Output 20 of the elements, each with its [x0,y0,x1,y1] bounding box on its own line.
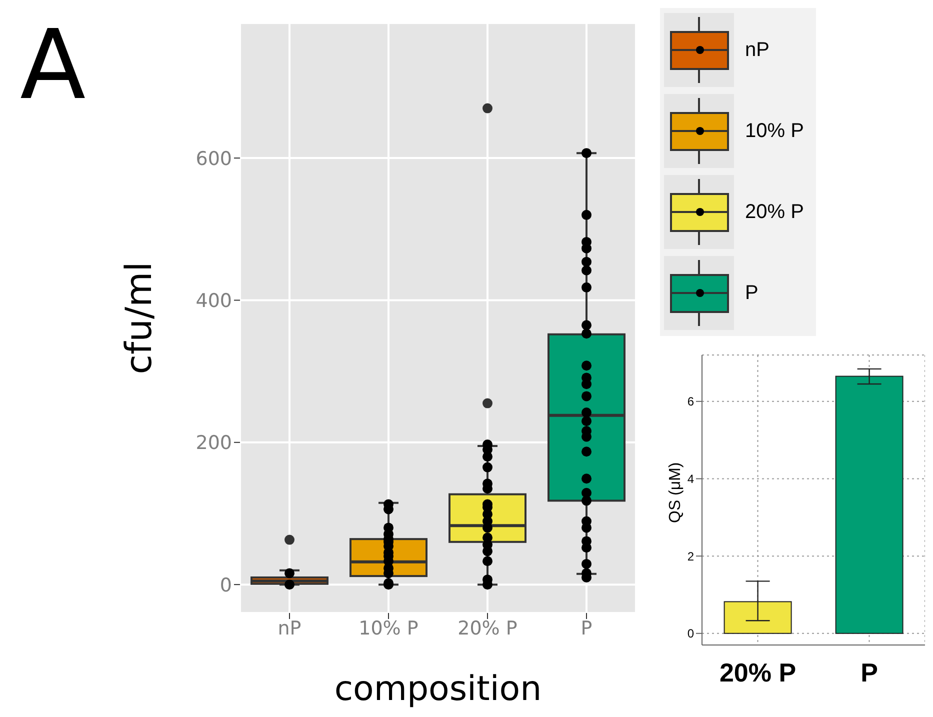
category-label: nP [745,39,770,61]
y-tick-label: 400 [196,290,232,312]
y-tick-label: 2 [687,549,694,564]
category-label: 20% P [745,201,804,223]
y-tick-label: 4 [687,472,694,486]
x-tick-label: nP [278,617,302,640]
category-label: P [745,282,758,304]
y-tick-label: 200 [196,432,232,454]
y-axis-title: cfu/ml [118,262,160,374]
y-tick-label: 6 [687,394,694,409]
x-tick-label: 10% P [358,617,418,640]
y-tick-label: 600 [196,148,232,170]
y-tick-label: 0 [687,626,694,641]
x-tick-label: P [580,617,592,640]
y-tick-label: 0 [220,574,232,596]
category-label: 10% P [745,120,804,142]
y-axis-title: QS (μM) [667,462,685,523]
chart-title: A [20,8,86,123]
x-axis-title: composition [334,669,542,709]
x-tick-label: 20% P [458,617,518,640]
